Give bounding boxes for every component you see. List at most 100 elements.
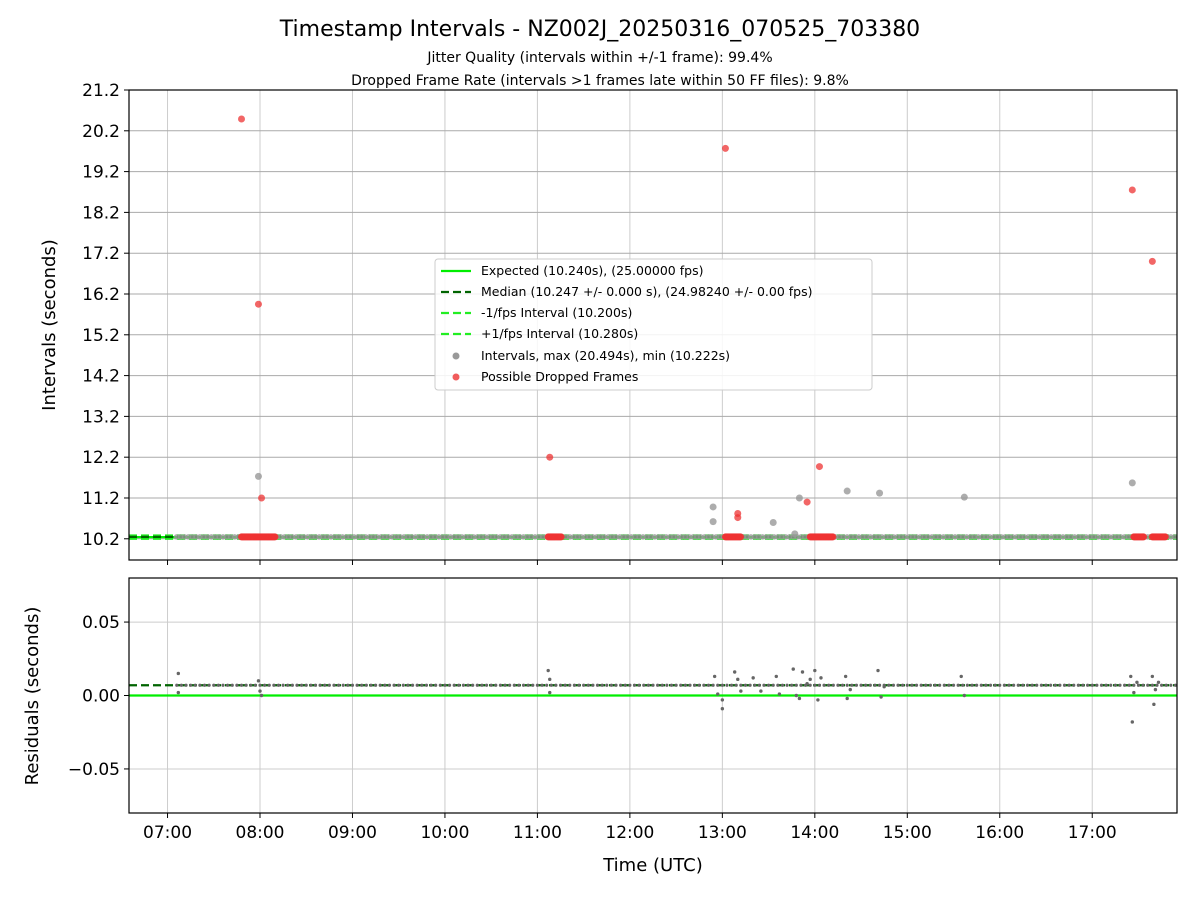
residual-point [276, 683, 281, 687]
residual-point [471, 683, 475, 687]
residual-point [494, 683, 498, 687]
interval-point [875, 534, 881, 540]
interval-point [505, 534, 511, 540]
interval-point [836, 534, 843, 540]
interval-point [1094, 534, 1101, 540]
residual-point [221, 683, 225, 687]
residual-outlier-point [759, 689, 763, 693]
chart-subtitle-dropped: Dropped Frame Rate (intervals >1 frames … [351, 73, 849, 89]
residual-point [415, 683, 419, 687]
residual-point [850, 683, 854, 687]
residual-outlier-point [751, 676, 755, 680]
interval-point [470, 534, 477, 540]
residual-point [549, 683, 553, 687]
residual-point [489, 683, 493, 687]
residual-point [1155, 683, 1159, 687]
residual-point [928, 683, 933, 687]
residual-point [1104, 683, 1108, 687]
residual-point [410, 683, 415, 687]
top-panel-ticks: 10.2 11.2 12.2 13.2 14.2 15.2 16.2 17.2 18.2 19.2… [82, 81, 129, 550]
interval-point [516, 534, 523, 540]
interval-point [636, 534, 642, 540]
interval-point [1052, 534, 1059, 540]
interval-point [986, 534, 993, 540]
interval-point [397, 534, 404, 540]
residual-point [1095, 683, 1099, 687]
residual-point [827, 683, 831, 687]
residual-outlier-point [819, 676, 823, 680]
residual-point [452, 683, 456, 687]
residual-point [901, 683, 905, 687]
residual-point [179, 683, 183, 687]
residual-point [975, 683, 979, 687]
residual-outlier-point [1132, 690, 1136, 695]
residual-point [535, 683, 540, 687]
interval-point [308, 534, 315, 540]
dropped-frame-outlier-point [254, 300, 262, 308]
residual-point [360, 683, 364, 687]
residual-outlier-point [845, 696, 849, 701]
residual-point [711, 683, 715, 687]
residual-point [443, 683, 447, 687]
bottom-panel-ticks: −0.05 0.00 0.05 [68, 613, 129, 780]
residual-outlier-point [258, 689, 262, 693]
interval-point [644, 534, 650, 540]
residual-point [845, 683, 849, 687]
residual-point [1132, 683, 1136, 687]
interval-point [802, 534, 808, 540]
interval-point [709, 534, 716, 540]
interval-point [882, 534, 889, 540]
residual-point [193, 683, 197, 687]
interval-outlier-point [1128, 479, 1136, 487]
residual-point [563, 683, 567, 687]
interval-point [324, 534, 330, 540]
interval-point [1060, 534, 1066, 540]
interval-point [509, 534, 515, 540]
residual-point [350, 683, 355, 687]
residual-outlier-point [1153, 687, 1158, 692]
residual-point [743, 683, 748, 687]
residual-point [290, 683, 294, 687]
residual-outlier-point [1129, 674, 1133, 679]
residual-point [609, 683, 613, 687]
interval-point [200, 534, 207, 540]
interval-point [289, 534, 296, 540]
interval-point [852, 534, 858, 540]
residual-point [632, 683, 637, 687]
residual-point [706, 683, 711, 687]
legend-label-expected: Expected (10.240s), (25.00000 fps) [481, 263, 703, 278]
residual-outlier-point [816, 698, 820, 702]
residual-point [674, 683, 678, 687]
residual-point [877, 683, 882, 687]
interval-point [1056, 534, 1062, 540]
residual-point [304, 683, 308, 687]
residual-point [1002, 683, 1006, 687]
residual-point [198, 683, 202, 687]
residual-point [919, 683, 923, 687]
interval-point [536, 534, 542, 540]
bottom-y-tick-label: 0.00 [82, 687, 120, 707]
residual-outlier-point [794, 693, 799, 698]
interval-point [748, 534, 754, 540]
interval-point [894, 534, 901, 540]
residual-point [998, 683, 1002, 687]
interval-point [590, 534, 596, 540]
interval-point [358, 534, 365, 540]
interval-point [343, 534, 350, 540]
interval-point [609, 534, 615, 540]
interval-point [651, 534, 658, 540]
interval-point [462, 534, 469, 540]
interval-outlier-point [791, 530, 799, 538]
residual-point [905, 683, 909, 687]
interval-point [1110, 534, 1116, 540]
bottom-y-tick-label: −0.05 [68, 760, 120, 780]
chart-title: Timestamp Intervals - NZ002J_20250316_07… [279, 17, 920, 42]
residual-point [725, 683, 729, 687]
interval-point [863, 534, 870, 540]
residual-point [1025, 683, 1030, 687]
residual-point [1044, 683, 1048, 687]
interval-point [501, 534, 508, 540]
residual-point [753, 683, 757, 687]
residual-point [300, 683, 304, 687]
interval-point [189, 534, 195, 540]
